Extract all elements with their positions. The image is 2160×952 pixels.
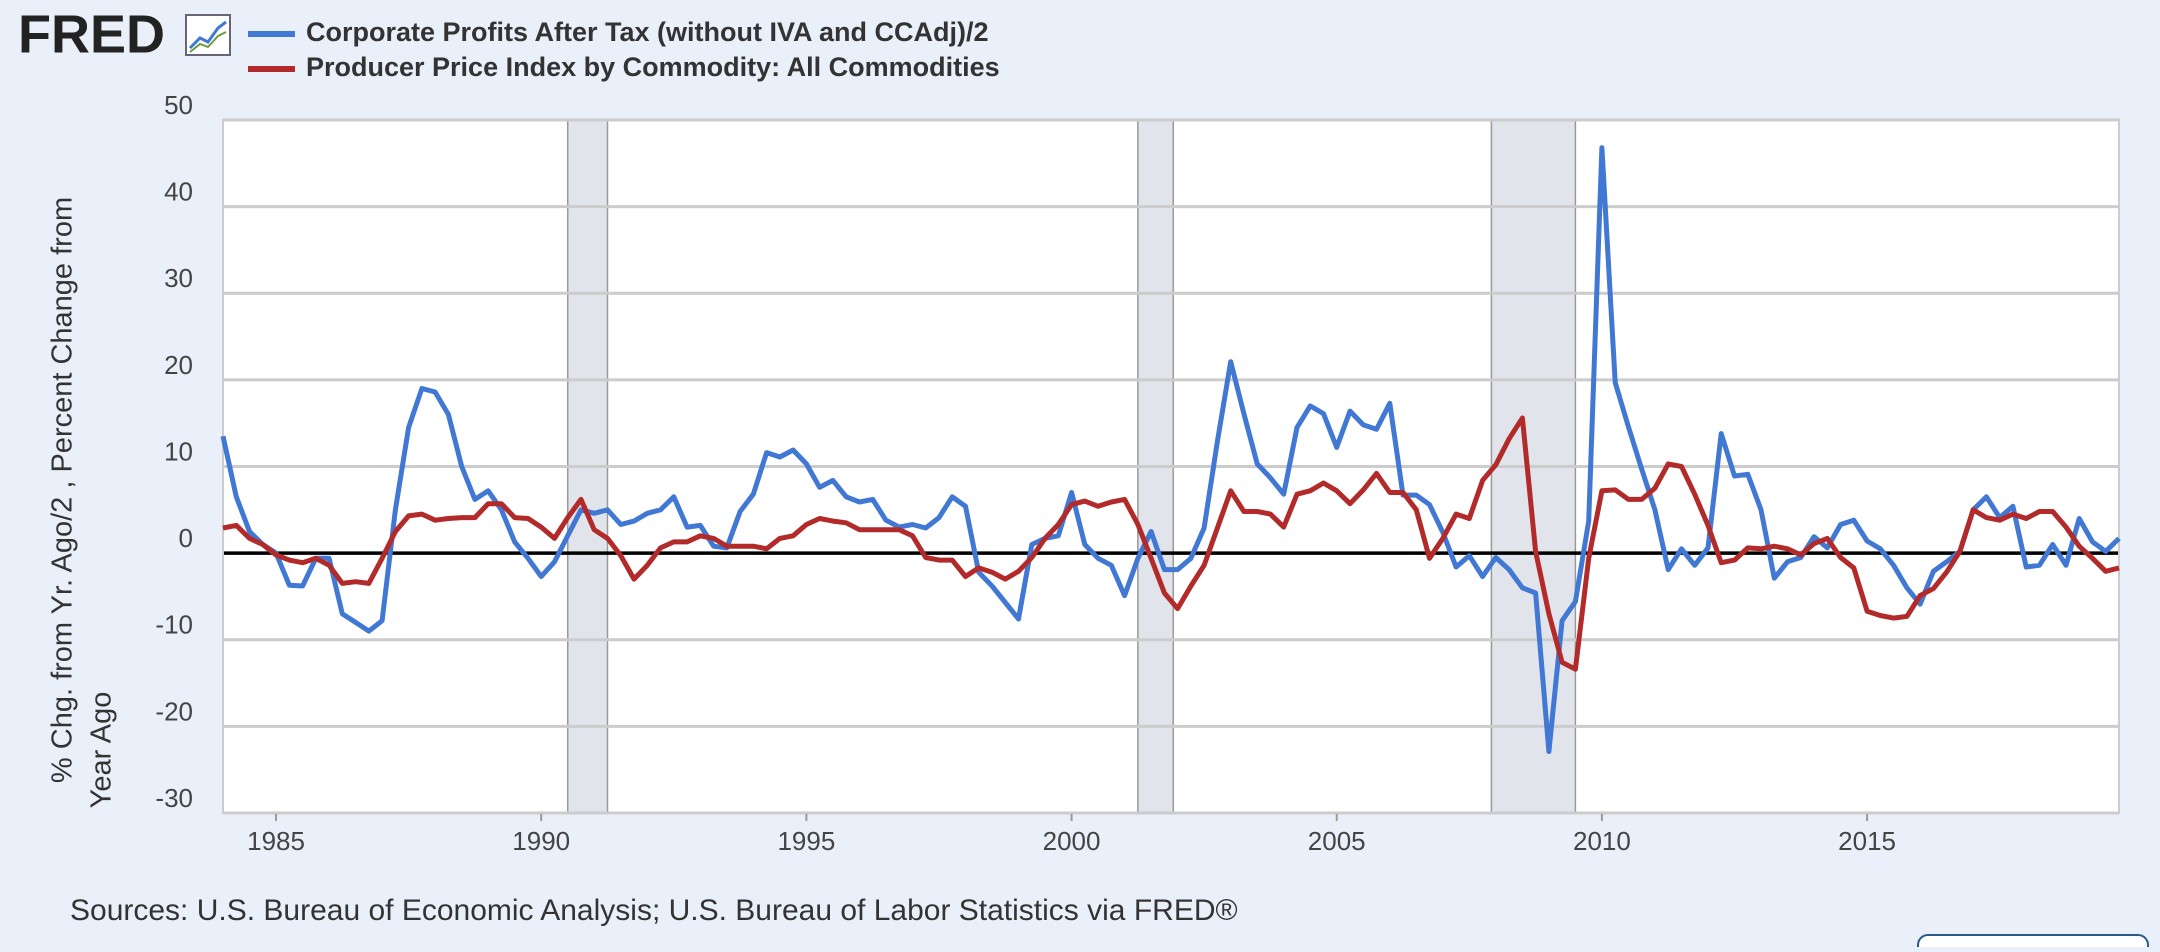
x-tick-label: 2015 [1838, 826, 1896, 856]
x-tick-label: 2000 [1043, 826, 1101, 856]
x-tick-label: 1995 [777, 826, 835, 856]
y-tick-label: -30 [155, 783, 193, 813]
x-tick-label: 1985 [247, 826, 305, 856]
source-note: Sources: U.S. Bureau of Economic Analysi… [70, 894, 1238, 927]
logo-icon [185, 14, 231, 56]
y-tick-label: 40 [164, 177, 193, 207]
legend-label: Corporate Profits After Tax (without IVA… [306, 17, 989, 47]
y-tick-label: -20 [155, 696, 193, 726]
plot-border [222, 119, 2120, 814]
y-tick-label: 0 [179, 523, 193, 553]
y-axis-label: % Chg. from Yr. Ago/2 , Percent Change f… [47, 197, 79, 783]
y-tick-label: 50 [164, 90, 193, 120]
x-tick-label: 2005 [1308, 826, 1366, 856]
y-axis-label: Year Ago [86, 692, 118, 809]
y-tick-label: 20 [164, 350, 193, 380]
x-tick-label: 1990 [512, 826, 570, 856]
button[interactable] [1917, 934, 2149, 952]
x-tick-label: 2010 [1573, 826, 1631, 856]
y-tick-label: -10 [155, 610, 193, 640]
brand-logo: FRED [18, 4, 165, 64]
legend-label: Producer Price Index by Commodity: All C… [306, 52, 1000, 82]
y-tick-label: 10 [164, 436, 193, 466]
series-line [222, 415, 2120, 672]
y-tick-label: 30 [164, 263, 193, 293]
